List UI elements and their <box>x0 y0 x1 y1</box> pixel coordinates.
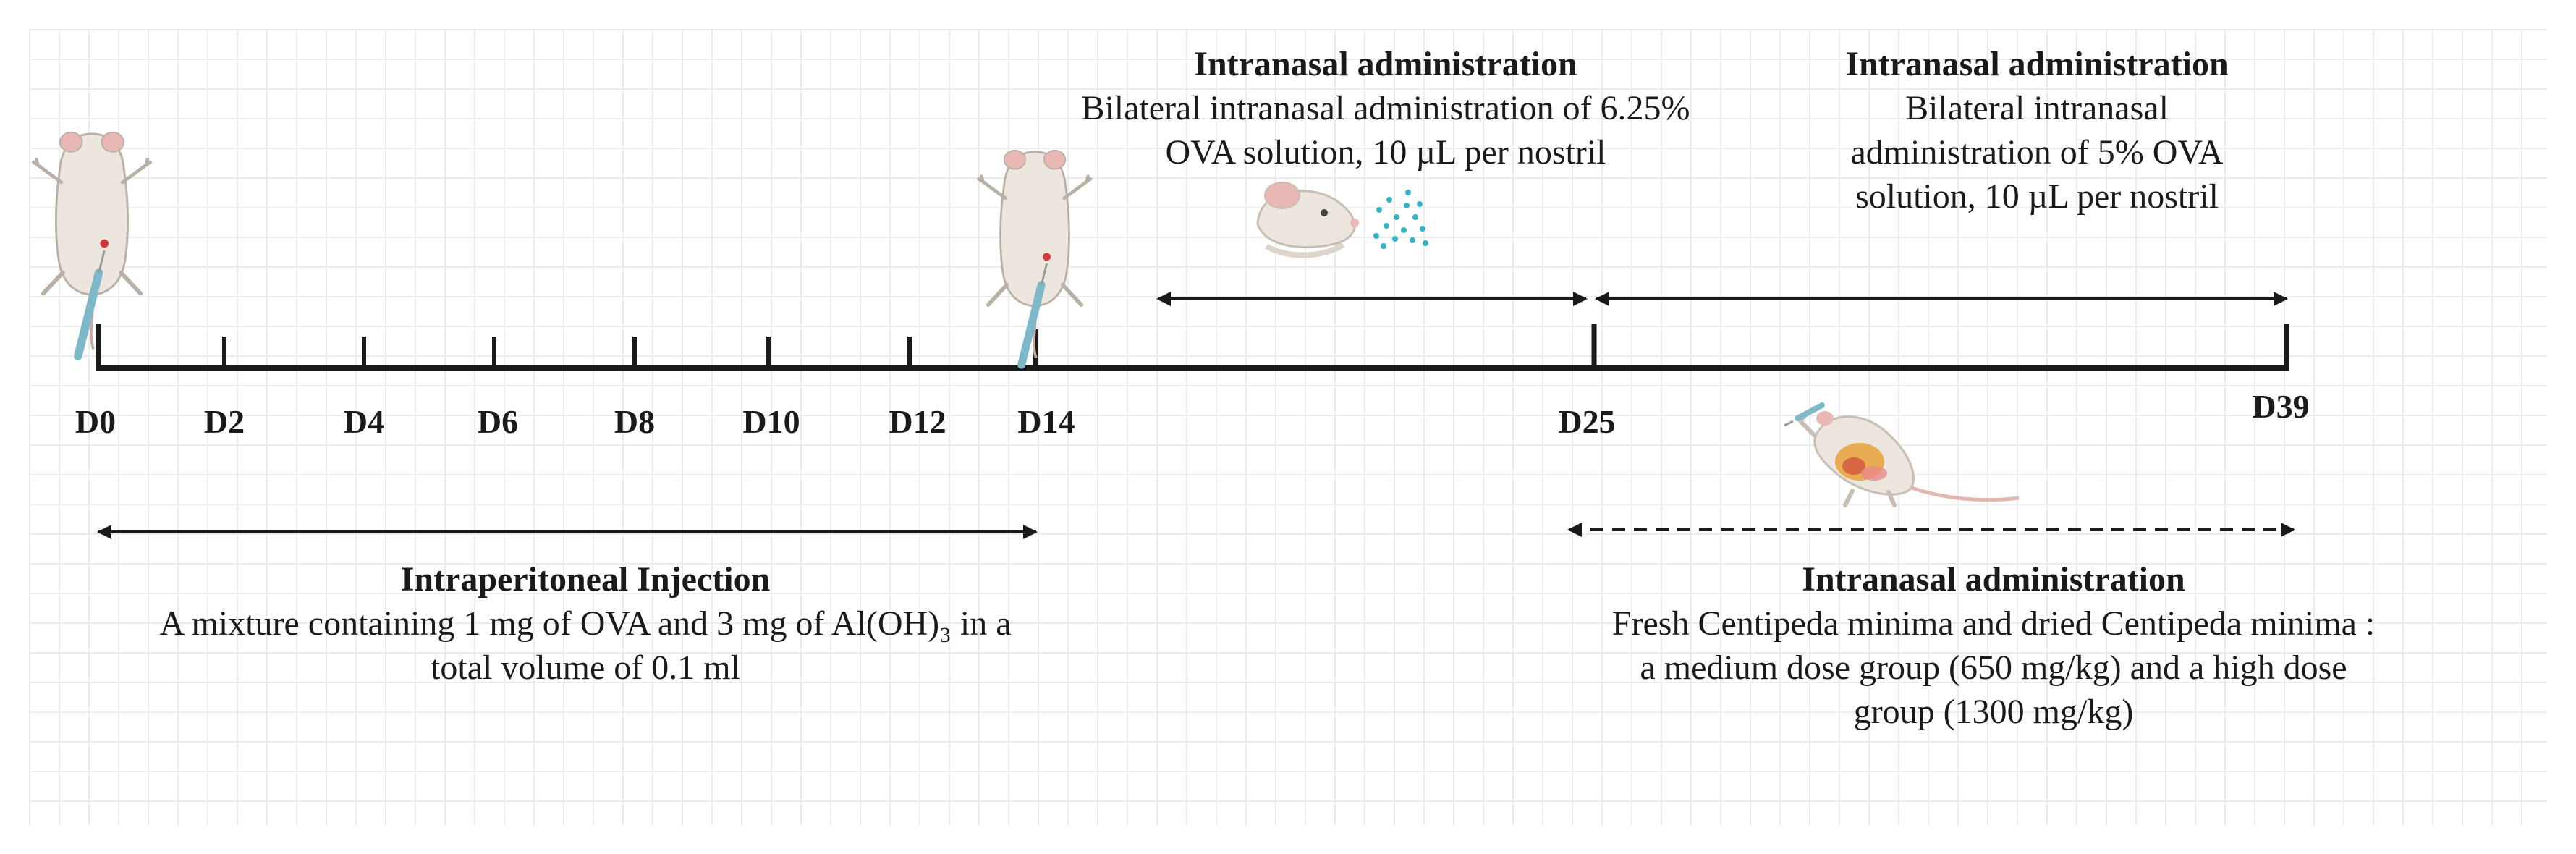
ip-injection-title: Intraperitoneal Injection <box>400 560 771 599</box>
day-label-d2: D2 <box>203 403 245 440</box>
mouse-injection-icon-d14 <box>979 151 1091 365</box>
background-grid <box>29 29 2547 825</box>
day-label-d4: D4 <box>343 403 385 440</box>
ip-injection-line1: A mixture containing 1 mg of OVA and 3 m… <box>159 604 1012 643</box>
day-label-d12: D12 <box>889 403 946 440</box>
ip-injection-line2: total volume of 0.1 ml <box>431 648 740 687</box>
day-label-d6: D6 <box>477 403 519 440</box>
ip-injection-block: Intraperitoneal Injection A mixture cont… <box>61 557 1110 690</box>
mouse-head-icon <box>1256 182 1359 258</box>
mouse-dissection-icon <box>1784 402 2020 507</box>
intranasal-2-title: Intranasal administration <box>1845 45 2229 83</box>
treatment-line2: a medium dose group (650 mg/kg) and a hi… <box>1640 648 2347 687</box>
intranasal-2-line2: administration of 5% OVA <box>1850 133 2224 172</box>
day-label-d10: D10 <box>742 403 800 440</box>
nasal-spray-icon <box>1373 190 1428 249</box>
treatment-line3: group (1300 mg/kg) <box>1853 693 2134 731</box>
intranasal-1-title: Intranasal administration <box>1194 45 1577 83</box>
day-label-d0: D0 <box>75 403 116 440</box>
treatment-block: Intranasal administration Fresh Centiped… <box>1523 557 2464 734</box>
day-label-d14: D14 <box>1017 403 1075 440</box>
intranasal-1-line2: OVA solution, 10 µL per nostril <box>1165 133 1606 172</box>
treatment-line1: Fresh Centipeda minima and dried Centipe… <box>1611 604 2376 643</box>
intranasal-1-block: Intranasal administration Bilateral intr… <box>952 42 1820 174</box>
intranasal-2-line3: solution, 10 µL per nostril <box>1855 177 2219 216</box>
intranasal-2-block: Intranasal administration Bilateral intr… <box>1747 42 2326 219</box>
treatment-title: Intranasal administration <box>1802 560 2185 599</box>
mouse-injection-icon-d0 <box>33 132 150 356</box>
day-label-d39: D39 <box>2252 388 2310 425</box>
day-label-d8: D8 <box>614 403 656 440</box>
intranasal-1-line1: Bilateral intranasal administration of 6… <box>1081 89 1690 127</box>
day-label-d25: D25 <box>1558 403 1616 440</box>
intranasal-2-line1: Bilateral intranasal <box>1905 89 2169 127</box>
